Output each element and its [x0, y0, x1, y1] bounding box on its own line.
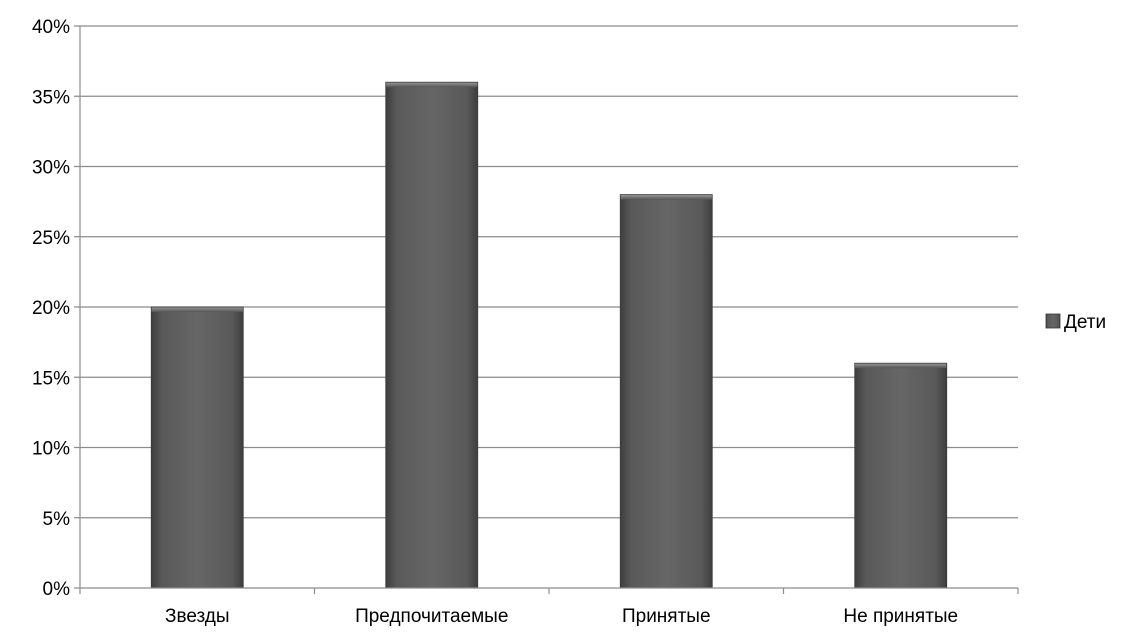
y-tick-label: 20% — [32, 298, 70, 319]
y-tick-label: 25% — [32, 228, 70, 249]
y-tick-label: 30% — [32, 158, 70, 179]
x-tick-label: Предпочитаемые — [355, 606, 508, 627]
x-tick-label: Звезды — [165, 606, 230, 627]
y-tick-label: 5% — [43, 509, 71, 530]
bar — [385, 82, 478, 588]
bar-cap — [854, 363, 947, 369]
y-tick-label: 40% — [32, 17, 70, 38]
bar-cap — [385, 82, 478, 88]
y-tick-label: 15% — [32, 368, 70, 389]
bar-cap — [620, 194, 713, 200]
legend-swatch — [1045, 313, 1061, 329]
y-tick-label: 35% — [32, 87, 70, 108]
bar — [151, 307, 244, 588]
bar-cap — [151, 307, 244, 312]
y-tick-label: 0% — [43, 579, 71, 600]
bar — [854, 363, 947, 588]
y-axis-ticks: 0% 5% 10% 15% 20% 25% 30% 35% 40% — [32, 17, 70, 600]
bars — [150, 81, 948, 589]
y-tick-label: 10% — [32, 439, 70, 460]
x-tick-label: Не принятые — [843, 606, 958, 627]
bar — [620, 194, 713, 588]
legend-label: Дети — [1064, 312, 1106, 333]
x-axis-labels: Звезды Предпочитаемые Принятые Не принятые — [165, 606, 958, 627]
x-tick-label: Принятые — [622, 606, 711, 627]
legend: Дети — [1045, 312, 1106, 333]
axes — [79, 26, 1019, 594]
